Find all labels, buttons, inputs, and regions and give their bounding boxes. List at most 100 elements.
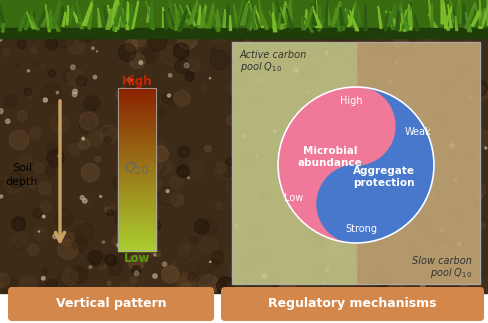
Circle shape <box>166 190 169 193</box>
Circle shape <box>139 173 151 185</box>
Bar <box>118 158 156 160</box>
Circle shape <box>230 197 243 210</box>
Bar <box>232 42 480 284</box>
Polygon shape <box>474 2 482 26</box>
Circle shape <box>266 147 267 148</box>
Circle shape <box>17 39 26 49</box>
Circle shape <box>394 213 407 225</box>
Circle shape <box>278 87 434 243</box>
Circle shape <box>87 130 102 146</box>
Circle shape <box>278 156 285 163</box>
Polygon shape <box>255 6 264 27</box>
Polygon shape <box>346 9 354 25</box>
Circle shape <box>278 134 298 154</box>
Polygon shape <box>241 3 248 25</box>
Polygon shape <box>66 5 69 25</box>
Circle shape <box>157 140 165 148</box>
Circle shape <box>426 31 439 44</box>
Circle shape <box>289 184 296 191</box>
Circle shape <box>13 242 23 251</box>
Circle shape <box>71 65 75 69</box>
Bar <box>118 241 156 242</box>
Wedge shape <box>278 87 356 243</box>
Polygon shape <box>249 1 258 29</box>
Bar <box>232 42 356 284</box>
Circle shape <box>115 254 126 265</box>
Circle shape <box>31 47 37 53</box>
Bar <box>118 123 156 125</box>
Circle shape <box>322 78 341 97</box>
Bar <box>118 222 156 224</box>
Circle shape <box>19 276 37 294</box>
Polygon shape <box>249 5 256 30</box>
Bar <box>118 239 156 241</box>
Polygon shape <box>340 7 345 25</box>
Circle shape <box>419 157 434 172</box>
Polygon shape <box>273 3 275 28</box>
Polygon shape <box>391 2 402 29</box>
Bar <box>118 195 156 196</box>
Circle shape <box>416 213 432 229</box>
Circle shape <box>138 243 154 259</box>
Circle shape <box>354 107 362 115</box>
Circle shape <box>317 165 395 243</box>
Bar <box>118 88 156 90</box>
Circle shape <box>401 166 403 168</box>
Circle shape <box>158 108 166 116</box>
Polygon shape <box>104 6 109 27</box>
Polygon shape <box>353 1 356 27</box>
Polygon shape <box>175 10 179 30</box>
Polygon shape <box>448 5 452 28</box>
Circle shape <box>370 26 384 40</box>
FancyBboxPatch shape <box>221 287 484 321</box>
Bar <box>118 142 156 144</box>
Polygon shape <box>189 5 193 29</box>
Bar <box>118 147 156 149</box>
Polygon shape <box>113 8 119 31</box>
Bar <box>118 243 156 245</box>
Circle shape <box>188 177 189 179</box>
Polygon shape <box>386 11 392 27</box>
Circle shape <box>298 71 304 78</box>
Polygon shape <box>450 0 456 22</box>
Bar <box>0 0 488 35</box>
Polygon shape <box>175 4 180 23</box>
Circle shape <box>132 33 146 47</box>
Circle shape <box>38 231 40 232</box>
Circle shape <box>102 127 107 131</box>
Bar <box>118 108 156 110</box>
Circle shape <box>275 138 290 153</box>
Circle shape <box>316 48 330 62</box>
Circle shape <box>371 45 381 54</box>
Bar <box>118 223 156 225</box>
Circle shape <box>0 181 7 194</box>
Circle shape <box>100 195 102 197</box>
Circle shape <box>41 84 61 104</box>
Circle shape <box>353 71 366 84</box>
Polygon shape <box>98 8 102 27</box>
Circle shape <box>26 92 33 98</box>
Circle shape <box>102 241 104 243</box>
Circle shape <box>244 255 259 270</box>
Circle shape <box>61 227 66 232</box>
Circle shape <box>363 199 378 214</box>
Circle shape <box>348 55 363 69</box>
Circle shape <box>210 261 211 263</box>
Polygon shape <box>487 0 488 25</box>
Circle shape <box>400 47 411 58</box>
Circle shape <box>435 237 454 256</box>
Circle shape <box>386 283 407 303</box>
Circle shape <box>248 227 260 239</box>
Bar <box>118 238 156 240</box>
Circle shape <box>315 155 328 167</box>
Polygon shape <box>304 9 307 29</box>
Circle shape <box>356 234 369 248</box>
Circle shape <box>256 156 257 158</box>
Bar <box>118 129 156 130</box>
Circle shape <box>79 222 84 227</box>
Circle shape <box>421 284 425 288</box>
Circle shape <box>372 50 388 66</box>
Bar <box>118 95 156 97</box>
Circle shape <box>28 245 39 255</box>
Circle shape <box>80 119 95 134</box>
